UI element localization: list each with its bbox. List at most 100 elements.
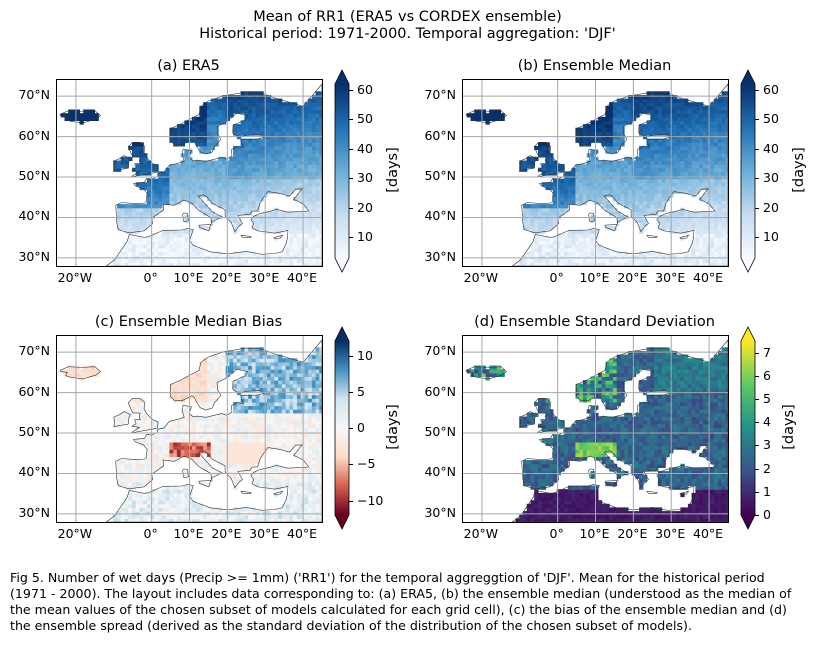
colorbar-tick-mark [755,491,759,493]
lat-tick-label: 60°N [424,383,456,399]
colorbar-tick-mark [755,352,759,354]
colorbar-tick-label: −10 [357,492,384,508]
colorbar-tick-label: 30 [357,170,373,186]
coastline [604,224,618,232]
colorbar-tick-mark [349,464,353,466]
colorbar-tick-label: 1 [763,483,771,499]
colorbar-tick-label: 10 [357,229,373,245]
lat-tick-label: 40°N [424,208,456,224]
colorbar-tick-label: 50 [357,111,373,127]
coastline [465,366,507,380]
colorbar-tick-label: 4 [763,414,771,430]
lat-tick-label: 40°N [424,464,456,480]
colorbar [334,69,350,273]
lat-tick-label: 50°N [424,424,456,440]
colorbar [740,326,756,530]
colorbar [740,69,756,273]
coastline [588,468,595,478]
colorbar-tick-label: 20 [357,199,373,215]
lon-tick-label: 20°E [617,270,648,285]
colorbar-tick-label: 60 [763,81,779,97]
lon-tick-label: 10°E [579,526,610,541]
lat-tick-label: 30°N [424,504,456,520]
lon-tick-label: 20°W [463,526,499,541]
lon-tick-label: 20°W [57,270,93,285]
colorbar [334,326,350,530]
lon-tick-label: 0° [143,526,158,541]
colorbar-tick-mark [755,148,759,150]
lat-tick-label: 50°N [424,168,456,184]
coastline [679,234,690,240]
lon-tick-label: 20°E [211,526,242,541]
lat-tick-label: 30°N [18,248,50,264]
lon-tick-label: 30°E [249,270,280,285]
coastline [465,110,507,124]
lat-tick-label: 30°N [18,504,50,520]
lat-tick-label: 40°N [18,208,50,224]
colorbar-tick-label: 2 [763,460,771,476]
map-raster [57,80,322,266]
lat-tick-label: 40°N [18,464,50,480]
colorbar-tick-label: 20 [763,199,779,215]
coastline [59,110,101,124]
lon-tick-label: 30°E [249,526,280,541]
colorbar-tick-mark [349,428,353,429]
colorbar-tick-label: 5 [357,383,365,399]
colorbar-tick-mark [755,119,759,121]
lon-tick-label: 30°E [655,270,686,285]
panel-title: (a) ERA5 [157,58,220,74]
coastline [646,234,658,239]
lon-tick-label: 20°E [617,526,648,541]
coastline [646,490,658,495]
colorbar-tick-label: 0 [763,507,771,522]
coastline [511,339,728,522]
map-panel [462,335,729,523]
colorbar-tick-mark [349,207,353,209]
figure-title-line1: Mean of RR1 (ERA5 vs CORDEX ensemble) [253,9,562,25]
colorbar-tick-mark [755,178,759,180]
colorbar-tick-mark [349,178,353,180]
colorbar-tick-label: 30 [763,170,779,186]
colorbar-tick-label: 5 [763,391,771,406]
lon-tick-label: 10°E [173,526,204,541]
coastline [533,397,565,434]
map-raster [57,336,322,522]
panel-title: (b) Ensemble Median [517,58,672,74]
coastline [519,411,537,427]
colorbar-tick-label: 10 [763,229,779,245]
lon-tick-label: 40°E [287,270,318,285]
lat-tick-label: 60°N [18,127,50,143]
lon-tick-label: 0° [549,526,564,541]
map-panel [462,79,729,267]
coastline [182,468,189,478]
coastline [113,155,131,171]
panel-title: (d) Ensemble Standard Deviation [474,314,715,330]
coastline [273,234,284,240]
colorbar-tick-label: 40 [763,140,779,156]
coastline [113,411,131,427]
colorbar-label: [days] [791,147,807,193]
colorbar-tick-mark [349,148,353,150]
panel-title: (c) Ensemble Median Bias [94,314,283,330]
colorbar-tick-label: 40 [357,140,373,156]
coastline [127,141,159,178]
coastline [511,83,728,266]
lat-tick-label: 70°N [18,343,50,359]
lon-tick-label: 20°W [57,526,93,541]
figure-title-line2: Historical period: 1971-2000. Temporal a… [199,26,616,42]
map-panel [56,335,323,523]
coastline [105,83,322,266]
colorbar-tick-mark [755,468,759,470]
colorbar-tick-mark [349,500,353,502]
lon-tick-label: 20°W [463,270,499,285]
lon-tick-label: 0° [143,270,158,285]
coastline [679,490,690,496]
lat-tick-label: 70°N [18,87,50,103]
colorbar-tick-label: 6 [763,367,771,383]
colorbar-tick-mark [349,355,353,357]
lon-tick-label: 40°E [693,270,724,285]
colorbar-tick-mark [349,119,353,121]
colorbar-tick-label: 50 [763,111,779,127]
colorbar-tick-mark [755,207,759,209]
lon-tick-label: 40°E [287,526,318,541]
